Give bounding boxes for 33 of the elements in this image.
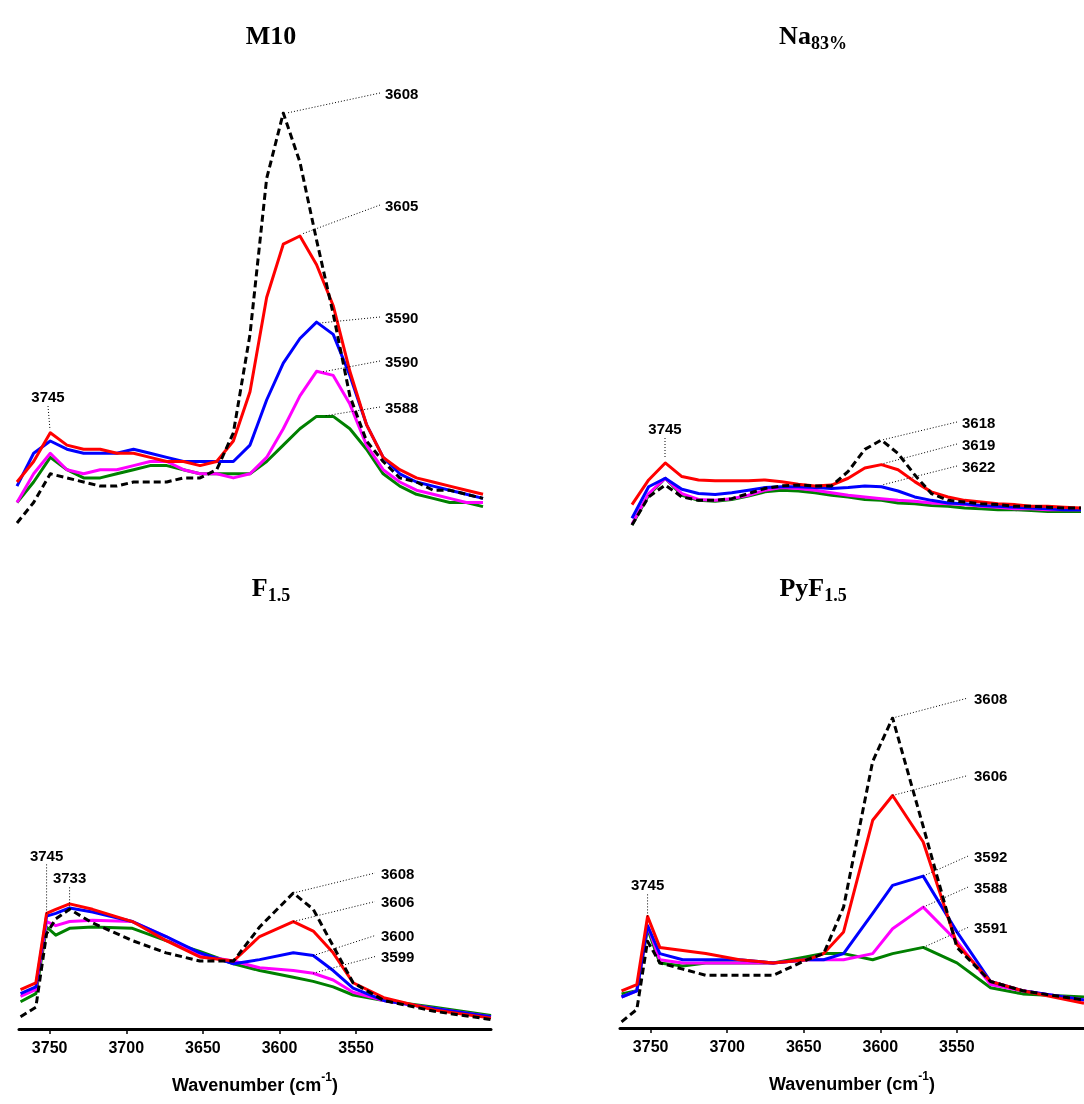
x-tick-label: 3600 [862,1037,899,1055]
annotation: 3590 [385,308,419,326]
x-tick-label: 3750 [632,1037,669,1055]
annotation: 3605 [385,196,419,214]
annotation: 3622 [962,457,996,475]
annotation: 3608 [974,689,1008,707]
annotation: 3588 [385,398,419,416]
annotation: 3600 [381,927,415,945]
annotation: 3619 [962,435,996,453]
x-tick-label: 3650 [785,1037,822,1055]
text: 3608 [385,84,419,102]
x-tick-label: 3550 [939,1037,975,1055]
annotation: 3599 [381,948,415,966]
annotation: 3745 [630,875,665,893]
annotation: 3745 [31,387,65,405]
x-tick-label: 3750 [31,1038,68,1056]
annotation: 3608 [381,864,415,882]
x-tick-label: 3700 [709,1037,746,1055]
annotation: 3591 [974,918,1008,936]
annotation: 3592 [974,847,1008,865]
text: 3618 [962,413,996,431]
annotation: 3745 [29,846,64,864]
x-tick-label: 3550 [338,1038,375,1056]
x-tick-label: 3600 [261,1038,298,1056]
x-tick-label: 3700 [108,1038,145,1056]
annotation: 3606 [974,767,1008,784]
annotation: 3606 [381,893,415,911]
x-tick-label: 3650 [185,1038,221,1056]
annotation: 3733 [52,868,87,886]
annotation: 3590 [385,352,419,370]
text: 3745 [648,419,682,437]
chart-title: M10 [245,21,297,51]
annotation: 3588 [974,878,1008,896]
